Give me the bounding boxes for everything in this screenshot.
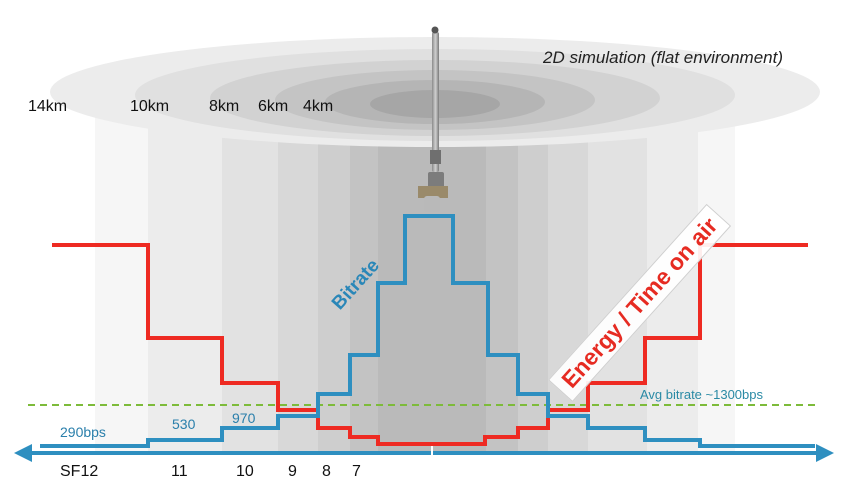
sf-label-9: 9 <box>288 463 297 480</box>
distance-label-8km: 8km <box>209 98 240 115</box>
bitrate-curve <box>40 214 815 448</box>
sf-label-12: SF12 <box>60 463 99 480</box>
sf-label-11: 11 <box>171 463 188 480</box>
distance-label-6km: 6km <box>258 98 289 115</box>
energy-curve <box>52 243 808 446</box>
distance-label-4km: 4km <box>303 98 334 115</box>
bitrate-label-sf11: 530 <box>172 416 196 432</box>
distance-label-14km: 14km <box>28 98 68 115</box>
distance-axis-arrow <box>14 444 834 462</box>
bitrate-label-sf10: 970 <box>232 410 256 426</box>
distance-label-10km: 10km <box>130 98 170 115</box>
antenna-icon <box>418 26 448 212</box>
diagram-title: 2D simulation (flat environment) <box>543 48 783 67</box>
bitrate-label-sf12: 290bps <box>60 424 106 440</box>
sf-label-7: 7 <box>352 463 361 480</box>
sf-label-10: 10 <box>236 463 254 480</box>
sf-label-8: 8 <box>322 463 331 480</box>
avg-bitrate-label: Avg bitrate ~1300bps <box>640 387 763 402</box>
